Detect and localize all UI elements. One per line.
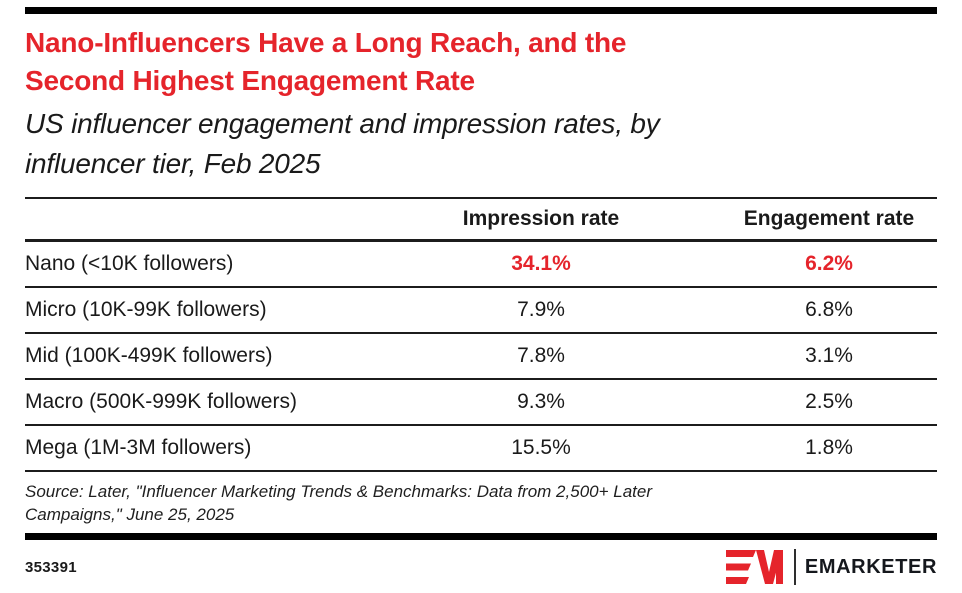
chart-id: 353391 — [25, 558, 77, 576]
row-impression-rate: 34.1% — [433, 240, 721, 288]
row-tier-label: Nano (<10K followers) — [25, 240, 433, 288]
column-header-engagement-rate: Engagement rate — [721, 197, 937, 242]
emarketer-logo-icon — [725, 550, 783, 584]
column-header-tier — [25, 197, 433, 242]
chart-title-line2: Second Highest Engagement Rate — [25, 65, 475, 96]
bottom-rule — [25, 533, 937, 540]
source-note-line1: Source: Later, "Influencer Marketing Tre… — [25, 482, 652, 501]
row-engagement-rate: 6.2% — [721, 240, 937, 288]
data-table: Impression rate Engagement rate Nano (<1… — [25, 197, 937, 472]
table-row: Micro (10K-99K followers) 7.9% 6.8% — [25, 287, 937, 334]
chart-card: Nano-Influencers Have a Long Reach, and … — [0, 7, 962, 593]
row-engagement-rate: 2.5% — [721, 379, 937, 426]
chart-subtitle-line1: US influencer engagement and impression … — [25, 108, 660, 139]
table-header: Impression rate Engagement rate — [25, 197, 937, 242]
chart-title: Nano-Influencers Have a Long Reach, and … — [25, 24, 937, 100]
table-body: Nano (<10K followers) 34.1% 6.2% Micro (10K… — [25, 240, 937, 472]
brand-logo: EMARKETER — [725, 549, 937, 585]
table-row: Nano (<10K followers) 34.1% 6.2% — [25, 240, 937, 288]
table-header-row: Impression rate Engagement rate — [25, 197, 937, 242]
row-tier-label: Macro (500K-999K followers) — [25, 379, 433, 426]
brand-name: EMARKETER — [804, 555, 937, 578]
row-impression-rate: 7.9% — [433, 287, 721, 334]
source-note: Source: Later, "Influencer Marketing Tre… — [25, 480, 937, 526]
table-row: Mega (1M-3M followers) 15.5% 1.8% — [25, 425, 937, 472]
row-impression-rate: 15.5% — [433, 425, 721, 472]
chart-title-line1: Nano-Influencers Have a Long Reach, and … — [25, 27, 627, 58]
row-impression-rate: 9.3% — [433, 379, 721, 426]
row-impression-rate: 7.8% — [433, 333, 721, 380]
logo-divider — [793, 549, 796, 585]
row-engagement-rate: 6.8% — [721, 287, 937, 334]
row-tier-label: Mid (100K-499K followers) — [25, 333, 433, 380]
chart-subtitle: US influencer engagement and impression … — [25, 104, 937, 184]
chart-subtitle-line2: influencer tier, Feb 2025 — [25, 148, 321, 179]
table-row: Mid (100K-499K followers) 7.8% 3.1% — [25, 333, 937, 380]
footer: 353391 EMARKETER — [25, 549, 937, 585]
top-rule — [25, 7, 937, 14]
row-tier-label: Micro (10K-99K followers) — [25, 287, 433, 334]
row-engagement-rate: 1.8% — [721, 425, 937, 472]
row-tier-label: Mega (1M-3M followers) — [25, 425, 433, 472]
table-row: Macro (500K-999K followers) 9.3% 2.5% — [25, 379, 937, 426]
column-header-impression-rate: Impression rate — [433, 197, 721, 242]
row-engagement-rate: 3.1% — [721, 333, 937, 380]
source-note-line2: Campaigns," June 25, 2025 — [25, 505, 235, 524]
